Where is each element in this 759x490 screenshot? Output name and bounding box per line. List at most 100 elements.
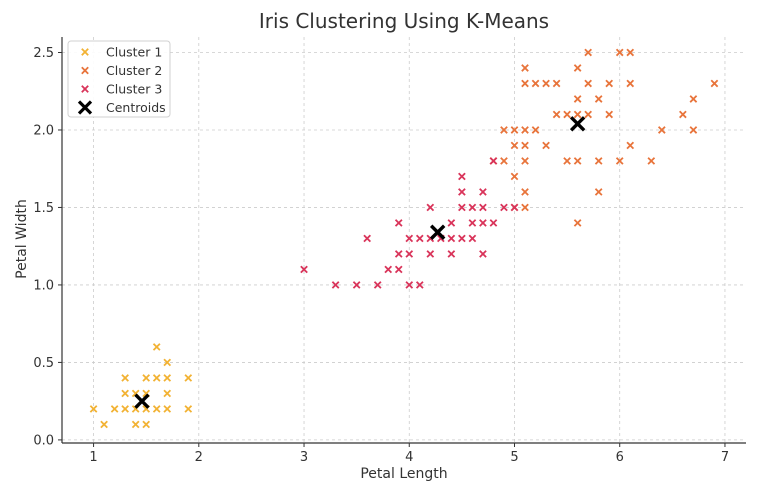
centroid-marker: [134, 393, 150, 409]
cluster-3-point: [394, 219, 403, 227]
legend-label: Centroids: [106, 100, 166, 115]
cluster-3-point: [458, 203, 466, 212]
cluster-1-point: [89, 405, 98, 413]
cluster-2-point: [542, 79, 550, 88]
centroid-marker: [569, 116, 586, 132]
cluster-3-point: [489, 157, 498, 165]
x-axis-label: Petal Length: [360, 466, 447, 482]
cluster-3-point: [426, 250, 435, 258]
cluster-1-point: [152, 343, 161, 351]
cluster-3-point: [468, 234, 477, 243]
cluster-2-point: [594, 95, 603, 103]
cluster-2-point: [689, 95, 698, 103]
chart-title: Iris Clustering Using K-Means: [259, 9, 549, 33]
cluster-2-point: [510, 126, 519, 134]
legend-centroid-marker: [77, 100, 93, 115]
legend-box: [67, 40, 171, 118]
cluster-1-point: [142, 374, 151, 382]
cluster-2-point: [594, 157, 603, 165]
cluster-2-point: [521, 141, 529, 150]
y-tick-label: 1.0: [33, 278, 54, 293]
cluster-2-point: [500, 126, 508, 134]
cluster-2-point: [573, 110, 582, 119]
cluster-1-point: [131, 420, 140, 429]
cluster-2-point: [563, 157, 571, 165]
cluster-2-point: [531, 126, 540, 134]
x-tick-label: 3: [300, 450, 308, 465]
cluster-3-point: [489, 219, 498, 227]
x-tick-label: 1: [89, 450, 97, 465]
cluster-2-point: [500, 157, 508, 165]
cluster-3-point: [394, 250, 403, 258]
cluster-2-point: [573, 95, 582, 103]
cluster-2-point: [626, 79, 635, 88]
cluster-2-point: [521, 64, 529, 72]
cluster-2-point: [605, 79, 614, 88]
cluster-2-point: [510, 141, 519, 150]
cluster-2-point: [584, 110, 592, 119]
cluster-3-point: [447, 219, 456, 227]
legend-label: Cluster 1: [106, 45, 162, 60]
cluster-1-point: [163, 374, 172, 382]
cluster-2-point: [657, 126, 666, 134]
cluster-1-point: [121, 389, 129, 398]
data-points-layer: [89, 48, 719, 429]
cluster-3-point: [405, 281, 414, 289]
y-axis-label: Petal Width: [14, 199, 30, 279]
x-tick-label: 6: [616, 450, 624, 465]
x-tick-label: 7: [721, 450, 729, 465]
cluster-2-point: [626, 141, 635, 150]
cluster-3-point: [468, 219, 477, 227]
cluster-2-point: [584, 48, 592, 57]
cluster-2-point: [521, 203, 529, 212]
cluster-2-point: [710, 79, 719, 88]
cluster-3-point: [458, 188, 466, 196]
y-tick-label: 0.5: [33, 356, 54, 371]
cluster-2-point: [531, 79, 540, 88]
y-tick-label: 1.5: [33, 201, 54, 216]
cluster-2-point: [521, 126, 529, 134]
cluster-2-point: [584, 79, 592, 88]
cluster-2-point: [626, 48, 635, 57]
axes-layer: Iris Clustering Using K-Means Petal Leng…: [14, 9, 746, 482]
cluster-2-point: [679, 110, 687, 119]
cluster-3-point: [331, 281, 340, 289]
cluster-1-point: [163, 389, 172, 398]
cluster-1-point: [121, 374, 129, 382]
cluster-2-point: [510, 172, 519, 181]
cluster-2-point: [689, 126, 698, 134]
cluster-3-point: [405, 250, 414, 258]
cluster-1-point: [163, 405, 172, 413]
legend-cluster-3-marker: [81, 85, 89, 93]
cluster-3-point: [352, 281, 361, 289]
cluster-3-point: [415, 281, 424, 289]
cluster-3-point: [447, 250, 456, 258]
cluster-1-point: [110, 405, 119, 413]
x-tick-label: 5: [510, 450, 518, 465]
cluster-1-point: [121, 405, 129, 413]
cluster-3-point: [300, 265, 308, 274]
centroids-layer: [134, 116, 586, 409]
x-tick-label: 4: [405, 450, 413, 465]
cluster-3-point: [394, 265, 403, 274]
cluster-2-point: [573, 157, 582, 165]
cluster-1-point: [184, 374, 193, 382]
cluster-2-point: [552, 79, 561, 88]
cluster-2-point: [615, 48, 624, 57]
cluster-2-point: [552, 110, 561, 119]
cluster-3-point: [458, 172, 466, 181]
cluster-3-point: [479, 188, 487, 196]
cluster-3-point: [426, 203, 435, 212]
cluster-3-point: [384, 265, 393, 274]
cluster-3-point: [458, 234, 466, 243]
x-tick-label: 2: [195, 450, 203, 465]
cluster-2-point: [542, 141, 550, 150]
cluster-1-point: [163, 358, 172, 367]
cluster-1-point: [152, 374, 161, 382]
cluster-2-point: [573, 64, 582, 72]
cluster-2-point: [594, 188, 603, 196]
cluster-3-point: [405, 234, 414, 243]
cluster-3-point: [479, 203, 487, 212]
